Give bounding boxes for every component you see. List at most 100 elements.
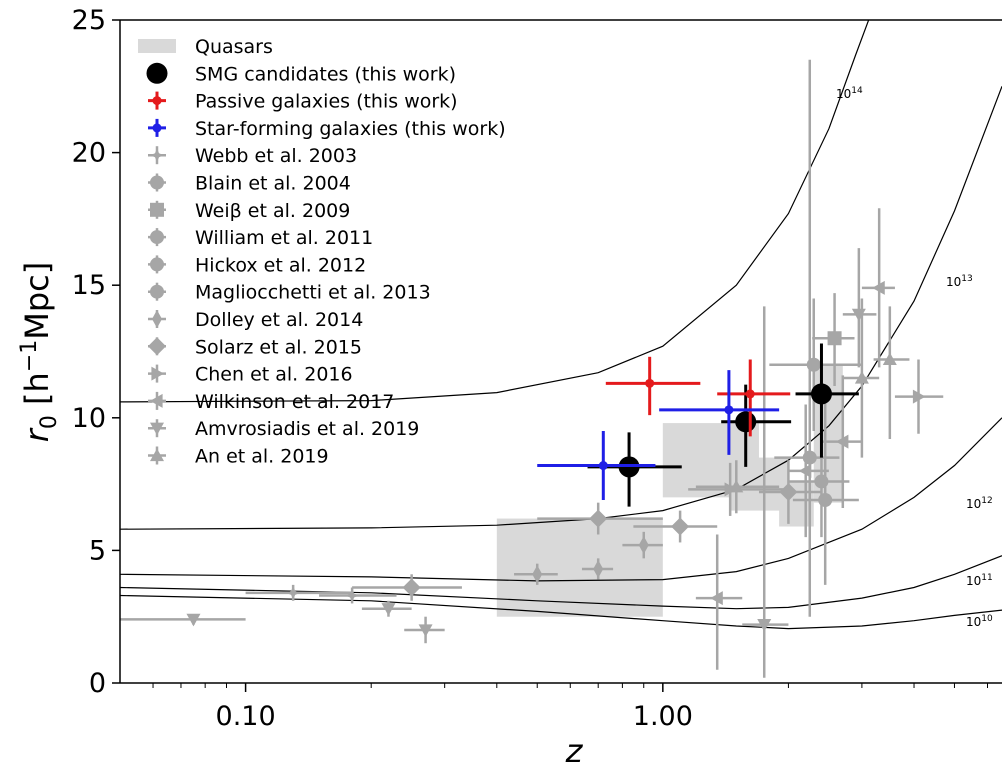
legend-item: Wilkinson et al. 2017 [148, 391, 394, 413]
legend-item: SMG candidates (this work) [146, 62, 456, 85]
y-axis-title-symbol: r [18, 427, 56, 442]
data-marker [735, 411, 757, 433]
legend-label: Webb et al. 2003 [195, 145, 357, 167]
data-marker [150, 393, 163, 408]
data-point [537, 431, 656, 501]
data-marker [150, 148, 164, 163]
data-marker [286, 585, 301, 600]
data-point [695, 460, 780, 514]
data-marker [150, 230, 164, 245]
halo-mass-label-base: 10 [966, 497, 981, 511]
data-marker [912, 389, 926, 404]
legend-label: An et al. 2019 [195, 446, 329, 468]
legend-swatch [138, 39, 176, 53]
legend-label: Solarz et al. 2015 [195, 336, 362, 358]
data-marker [152, 123, 162, 133]
legend-item: Weiβ et al. 2009 [148, 200, 350, 222]
legend-item: Passive galaxies (this work) [148, 91, 458, 113]
halo-mass-label-exponent: 13 [961, 274, 972, 284]
y-tick-label: 10 [72, 403, 106, 434]
halo-mass-label-base: 10 [966, 574, 981, 588]
halo-mass-curve [120, 20, 870, 403]
legend-label: Hickox et al. 2012 [195, 254, 366, 276]
data-point [842, 298, 880, 458]
halo-mass-label: 1011 [966, 573, 993, 588]
quasar-box [496, 518, 663, 617]
legend-item: Blain et al. 2004 [148, 173, 351, 195]
legend-label: Weiβ et al. 2009 [195, 200, 350, 222]
data-marker [779, 483, 798, 502]
data-marker [589, 509, 608, 528]
data-point [842, 248, 877, 368]
legend-item: Webb et al. 2003 [148, 145, 357, 167]
halo-mass-label-exponent: 10 [981, 614, 993, 624]
data-point [605, 356, 701, 416]
y-axis-title-superscript: −1 [17, 340, 42, 372]
legend-item: An et al. 2019 [148, 446, 329, 468]
plot-area [120, 20, 1002, 678]
data-point [514, 563, 558, 585]
halo-mass-curve [120, 555, 1002, 610]
y-axis-title: r0 [h−1Mpc] [17, 262, 62, 443]
legend-item: Dolley et al. 2014 [148, 309, 363, 331]
data-marker [402, 578, 421, 597]
data-marker [151, 366, 164, 381]
data-point [873, 306, 910, 440]
data-marker [671, 517, 690, 536]
data-marker [418, 624, 433, 637]
data-marker [835, 434, 849, 449]
data-point [812, 293, 855, 386]
legend-item: William et al. 2011 [148, 227, 373, 249]
legend-label: Quasars [195, 36, 273, 58]
legend-label: Dolley et al. 2014 [195, 309, 363, 331]
data-point [319, 587, 397, 604]
halo-mass-label: 1013 [946, 274, 973, 289]
data-marker [810, 383, 832, 405]
y-axis-title-unit-open: [h [18, 372, 56, 415]
x-tick-label: 1.00 [633, 701, 693, 732]
data-marker [745, 389, 755, 399]
legend-label: Passive galaxies (this work) [195, 91, 458, 113]
data-marker [186, 613, 201, 627]
legend-label: SMG candidates (this work) [195, 63, 456, 85]
legend-item: Solarz et al. 2015 [148, 336, 362, 358]
y-tick-label: 15 [72, 270, 106, 301]
legend-label: Wilkinson et al. 2017 [195, 391, 394, 413]
y-tick-label: 20 [72, 138, 106, 169]
data-point [581, 558, 614, 580]
data-marker [593, 559, 604, 578]
legend-item: Amvrosiadis et al. 2019 [148, 418, 419, 440]
legend-label: Blain et al. 2004 [195, 173, 351, 195]
halo-mass-label-exponent: 14 [851, 86, 863, 96]
legend-item: Star-forming galaxies (this work) [148, 118, 506, 140]
data-marker [827, 331, 842, 346]
legend-item: Chen et al. 2016 [148, 364, 353, 386]
y-axis-title-subscript: 0 [37, 415, 62, 429]
data-marker [854, 371, 869, 384]
halo-mass-curve [120, 417, 1002, 582]
halo-mass-label: 1012 [966, 496, 993, 511]
data-marker [532, 565, 543, 584]
legend-label: Amvrosiadis et al. 2019 [195, 418, 419, 440]
data-marker [729, 479, 744, 493]
data-point [404, 616, 445, 644]
data-point [537, 502, 663, 535]
data-marker [150, 448, 164, 462]
legend-item: Hickox et al. 2012 [148, 254, 366, 276]
data-marker [345, 588, 360, 603]
data-point [120, 613, 246, 627]
data-marker [598, 461, 608, 471]
data-point [861, 208, 895, 368]
x-axis-title: z [565, 732, 584, 770]
x-tick-label: 0.10 [216, 701, 276, 732]
data-point [633, 510, 718, 543]
data-marker [152, 310, 162, 328]
data-point [788, 404, 829, 538]
data-marker [724, 405, 734, 415]
data-marker [150, 284, 164, 299]
data-marker [645, 378, 655, 388]
data-point [659, 370, 780, 455]
legend-item: Magliocchetti et al. 2013 [148, 282, 431, 304]
